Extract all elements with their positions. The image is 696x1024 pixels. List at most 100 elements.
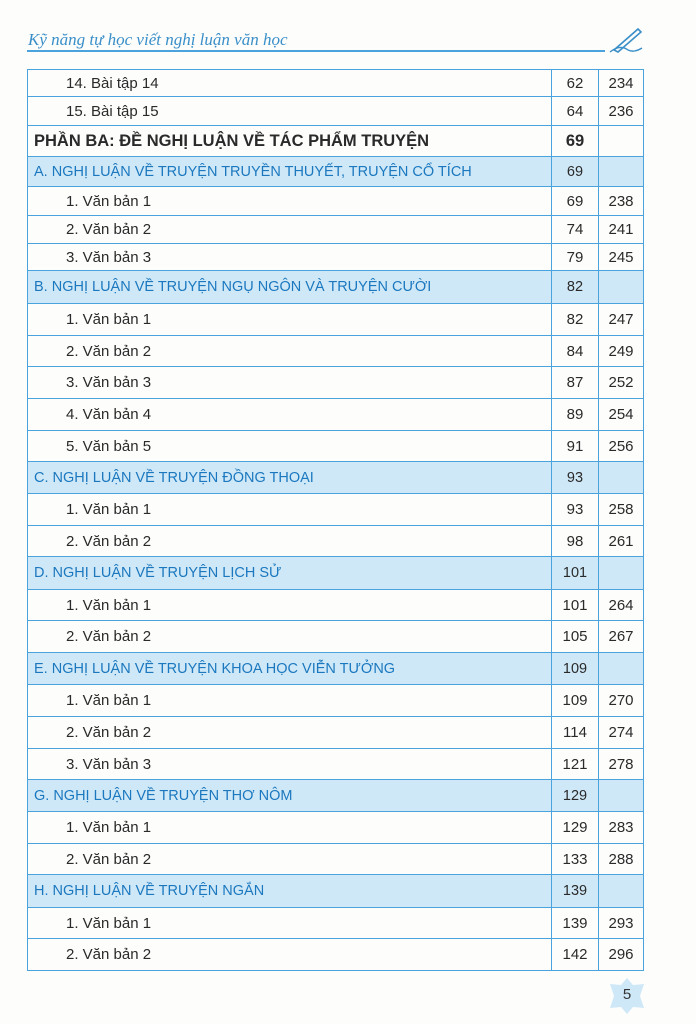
toc-entry: 1. Văn bản 1 101 264 xyxy=(27,589,644,621)
toc-section-heading: G. NGHỊ LUẬN VỀ TRUYỆN THƠ NÔM 129 xyxy=(27,779,644,812)
entry-title: 2. Văn bản 2 xyxy=(27,843,552,875)
entry-page: 82 xyxy=(551,270,599,304)
toc-section-heading: H. NGHỊ LUẬN VỀ TRUYỆN NGẮN 139 xyxy=(27,874,644,908)
entry-title: 15. Bài tập 15 xyxy=(27,96,552,126)
entry-page: 105 xyxy=(551,620,599,653)
entry-answer-page: 278 xyxy=(598,748,644,780)
entry-page: 82 xyxy=(551,303,599,336)
entry-page: 91 xyxy=(551,430,599,462)
entry-title: 1. Văn bản 1 xyxy=(27,303,552,336)
entry-answer-page: 293 xyxy=(598,907,644,939)
toc-entry: 4. Văn bản 4 89 254 xyxy=(27,398,644,431)
entry-page: 89 xyxy=(551,398,599,431)
toc-entry: 14. Bài tập 14 62 234 xyxy=(27,69,644,97)
toc-section-heading: E. NGHỊ LUẬN VỀ TRUYỆN KHOA HỌC VIỄN TƯỞ… xyxy=(27,652,644,685)
toc-entry: 3. Văn bản 3 79 245 xyxy=(27,243,644,271)
toc-entry: 2. Văn bản 2 142 296 xyxy=(27,938,644,971)
entry-page: 62 xyxy=(551,69,599,97)
entry-title: 1. Văn bản 1 xyxy=(27,589,552,621)
page-number: 5 xyxy=(622,986,632,1003)
entry-answer-page: 261 xyxy=(598,525,644,557)
toc-entry: 1. Văn bản 1 82 247 xyxy=(27,303,644,336)
entry-page: 114 xyxy=(551,716,599,749)
entry-page: 79 xyxy=(551,243,599,271)
entry-page: 93 xyxy=(551,461,599,494)
entry-answer-page xyxy=(598,270,644,304)
toc-part-heading: PHẦN BA: ĐỀ NGHỊ LUẬN VỀ TÁC PHẨM TRUYỆN… xyxy=(27,125,644,157)
entry-title: B. NGHỊ LUẬN VỀ TRUYỆN NGỤ NGÔN VÀ TRUYỆ… xyxy=(27,270,552,304)
entry-title: 2. Văn bản 2 xyxy=(27,938,552,971)
entry-title: C. NGHỊ LUẬN VỀ TRUYỆN ĐỒNG THOẠI xyxy=(27,461,552,494)
entry-title: 14. Bài tập 14 xyxy=(27,69,552,97)
entry-answer-page xyxy=(598,461,644,494)
entry-title: 3. Văn bản 3 xyxy=(27,748,552,780)
running-title: Kỹ năng tự học viết nghị luận văn học xyxy=(28,30,288,49)
entry-title: 2. Văn bản 2 xyxy=(27,716,552,749)
entry-title: PHẦN BA: ĐỀ NGHỊ LUẬN VỀ TÁC PHẨM TRUYỆN xyxy=(27,125,552,157)
entry-title: A. NGHỊ LUẬN VỀ TRUYỆN TRUYỀN THUYẾT, TR… xyxy=(27,156,552,187)
entry-answer-page: 270 xyxy=(598,684,644,717)
entry-page: 87 xyxy=(551,366,599,399)
entry-title: 1. Văn bản 1 xyxy=(27,684,552,717)
page-number-badge: 5 xyxy=(606,978,648,1014)
header-rule xyxy=(27,50,605,52)
pen-icon xyxy=(609,27,643,53)
entry-answer-page: 236 xyxy=(598,96,644,126)
toc-entry: 2. Văn bản 2 105 267 xyxy=(27,620,644,653)
entry-answer-page: 249 xyxy=(598,335,644,367)
entry-answer-page: 245 xyxy=(598,243,644,271)
entry-title: 1. Văn bản 1 xyxy=(27,907,552,939)
toc-entry: 3. Văn bản 3 121 278 xyxy=(27,748,644,780)
entry-answer-page: 274 xyxy=(598,716,644,749)
entry-title: H. NGHỊ LUẬN VỀ TRUYỆN NGẮN xyxy=(27,874,552,908)
entry-answer-page xyxy=(598,125,644,157)
entry-answer-page xyxy=(598,556,644,590)
entry-page: 69 xyxy=(551,186,599,216)
entry-title: E. NGHỊ LUẬN VỀ TRUYỆN KHOA HỌC VIỄN TƯỞ… xyxy=(27,652,552,685)
entry-page: 139 xyxy=(551,907,599,939)
entry-page: 129 xyxy=(551,779,599,812)
entry-page: 121 xyxy=(551,748,599,780)
page-badge-shape xyxy=(610,978,644,1014)
entry-page: 84 xyxy=(551,335,599,367)
toc-entry: 5. Văn bản 5 91 256 xyxy=(27,430,644,462)
entry-answer-page: 296 xyxy=(598,938,644,971)
toc-entry: 1. Văn bản 1 93 258 xyxy=(27,493,644,526)
entry-answer-page: 264 xyxy=(598,589,644,621)
entry-answer-page: 238 xyxy=(598,186,644,216)
toc-entry: 2. Văn bản 2 74 241 xyxy=(27,215,644,244)
entry-title: 5. Văn bản 5 xyxy=(27,430,552,462)
entry-title: D. NGHỊ LUẬN VỀ TRUYỆN LỊCH SỬ xyxy=(27,556,552,590)
entry-answer-page: 283 xyxy=(598,811,644,844)
entry-page: 109 xyxy=(551,684,599,717)
entry-title: 2. Văn bản 2 xyxy=(27,620,552,653)
entry-answer-page: 267 xyxy=(598,620,644,653)
entry-answer-page: 252 xyxy=(598,366,644,399)
entry-answer-page: 288 xyxy=(598,843,644,875)
toc-entry: 15. Bài tập 15 64 236 xyxy=(27,96,644,126)
entry-answer-page: 258 xyxy=(598,493,644,526)
entry-page: 109 xyxy=(551,652,599,685)
entry-title: G. NGHỊ LUẬN VỀ TRUYỆN THƠ NÔM xyxy=(27,779,552,812)
entry-page: 69 xyxy=(551,125,599,157)
entry-answer-page xyxy=(598,874,644,908)
entry-page: 93 xyxy=(551,493,599,526)
entry-title: 2. Văn bản 2 xyxy=(27,335,552,367)
entry-page: 69 xyxy=(551,156,599,187)
entry-page: 74 xyxy=(551,215,599,244)
toc-entry: 1. Văn bản 1 69 238 xyxy=(27,186,644,216)
toc-entry: 1. Văn bản 1 109 270 xyxy=(27,684,644,717)
entry-page: 101 xyxy=(551,589,599,621)
entry-title: 1. Văn bản 1 xyxy=(27,493,552,526)
table-of-contents: 14. Bài tập 14 62 234 15. Bài tập 15 64 236 PH… xyxy=(27,69,644,971)
toc-entry: 1. Văn bản 1 139 293 xyxy=(27,907,644,939)
entry-page: 64 xyxy=(551,96,599,126)
entry-title: 3. Văn bản 3 xyxy=(27,243,552,271)
entry-answer-page xyxy=(598,779,644,812)
toc-entry: 2. Văn bản 2 84 249 xyxy=(27,335,644,367)
entry-answer-page xyxy=(598,156,644,187)
entry-page: 133 xyxy=(551,843,599,875)
toc-section-heading: D. NGHỊ LUẬN VỀ TRUYỆN LỊCH SỬ 101 xyxy=(27,556,644,590)
toc-section-heading: B. NGHỊ LUẬN VỀ TRUYỆN NGỤ NGÔN VÀ TRUYỆ… xyxy=(27,270,644,304)
